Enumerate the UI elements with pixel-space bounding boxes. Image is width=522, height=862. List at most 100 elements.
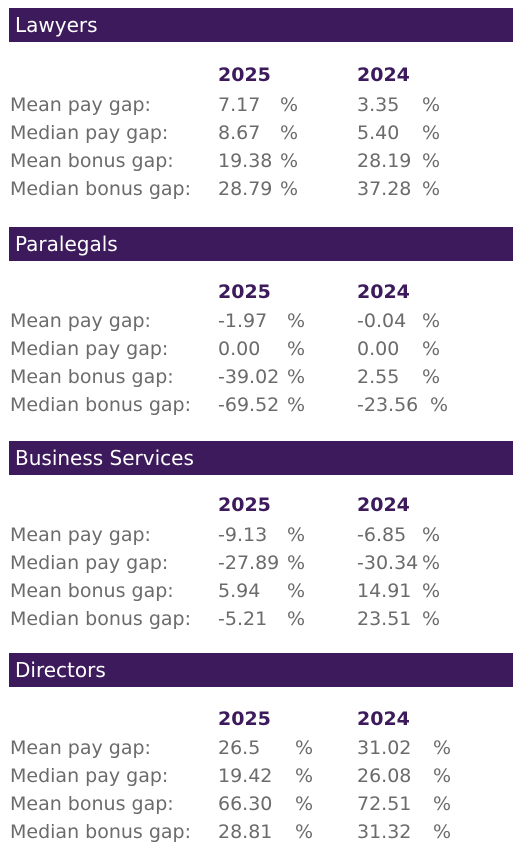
year-2024-header: 2024 [357,494,410,516]
year-2025-header: 2025 [218,494,271,516]
percent-sign: % [287,310,306,332]
table-row: Median pay gap: 8.67 % 5.40 % [0,119,522,147]
section-header: Lawyers [9,8,513,42]
value-2024: 0.00 [357,338,400,360]
percent-sign: % [433,737,452,759]
value-2024: 5.40 [357,122,400,144]
table-row: Mean bonus gap: -39.02 % 2.55 % [0,363,522,391]
table-row: Mean pay gap: 26.5 % 31.02 % [0,734,522,762]
table-row: Median pay gap: 19.42 % 26.08 % [0,762,522,790]
value-2025: 0.00 [218,338,261,360]
percent-sign: % [422,338,441,360]
row-label: Median pay gap: [10,338,169,360]
table-row: Mean pay gap: 7.17 % 3.35 % [0,91,522,119]
percent-sign: % [280,94,299,116]
table-row: Median bonus gap: -5.21 % 23.51 % [0,605,522,633]
percent-sign: % [422,310,441,332]
table-row: Median pay gap: 0.00 % 0.00 % [0,335,522,363]
percent-sign: % [280,178,299,200]
value-2025: -5.21 [218,608,268,630]
value-2025: 26.5 [218,737,261,759]
percent-sign: % [287,552,306,574]
value-2025: 28.79 [218,178,273,200]
row-label: Mean pay gap: [10,94,151,116]
row-label: Median bonus gap: [10,821,192,843]
value-2024: 31.32 [357,821,412,843]
value-2025: 28.81 [218,821,273,843]
row-label: Mean bonus gap: [10,793,174,815]
row-label: Mean pay gap: [10,737,151,759]
value-2024: 31.02 [357,737,412,759]
value-2025: -1.97 [218,310,268,332]
table-row: Median pay gap: -27.89 % -30.34 % [0,549,522,577]
value-2024: -6.85 [357,524,407,546]
percent-sign: % [280,122,299,144]
percent-sign: % [422,580,441,602]
row-label: Mean pay gap: [10,524,151,546]
section-header: Paralegals [9,227,513,261]
percent-sign: % [295,765,314,787]
value-2024: 3.35 [357,94,400,116]
year-2025-header: 2025 [218,281,271,303]
percent-sign: % [433,765,452,787]
value-2025: 5.94 [218,580,261,602]
percent-sign: % [422,150,441,172]
section-header: Directors [9,653,513,687]
percent-sign: % [422,608,441,630]
percent-sign: % [287,580,306,602]
value-2025: -9.13 [218,524,268,546]
percent-sign: % [295,821,314,843]
value-2024: 23.51 [357,608,412,630]
percent-sign: % [422,94,441,116]
table-row: Mean bonus gap: 19.38 % 28.19 % [0,147,522,175]
value-2025: -39.02 [218,366,280,388]
percent-sign: % [295,737,314,759]
value-2025: -27.89 [218,552,280,574]
row-label: Median bonus gap: [10,394,192,416]
value-2025: 7.17 [218,94,261,116]
year-2025-header: 2025 [218,64,271,86]
percent-sign: % [287,608,306,630]
value-2024: -30.34 [357,552,419,574]
year-2024-header: 2024 [357,708,410,730]
percent-sign: % [422,366,441,388]
section-header: Business Services [9,441,513,475]
percent-sign: % [295,793,314,815]
percent-sign: % [287,524,306,546]
percent-sign: % [422,178,441,200]
row-label: Median pay gap: [10,552,169,574]
percent-sign: % [287,394,306,416]
percent-sign: % [433,821,452,843]
table-row: Median bonus gap: -69.52 % -23.56 % [0,391,522,419]
table-row: Mean pay gap: -1.97 % -0.04 % [0,307,522,335]
table-row: Median bonus gap: 28.81 % 31.32 % [0,818,522,846]
percent-sign: % [422,122,441,144]
value-2024: 37.28 [357,178,412,200]
table-row: Mean bonus gap: 66.30 % 72.51 % [0,790,522,818]
year-2024-header: 2024 [357,64,410,86]
row-label: Mean bonus gap: [10,150,174,172]
row-label: Median pay gap: [10,122,169,144]
value-2025: 19.42 [218,765,273,787]
row-label: Mean bonus gap: [10,366,174,388]
percent-sign: % [422,552,441,574]
percent-sign: % [280,150,299,172]
year-2025-header: 2025 [218,708,271,730]
row-label: Median bonus gap: [10,608,192,630]
percent-sign: % [422,524,441,546]
value-2025: 8.67 [218,122,261,144]
percent-sign: % [287,338,306,360]
table-row: Mean bonus gap: 5.94 % 14.91 % [0,577,522,605]
value-2024: 72.51 [357,793,412,815]
row-label: Median bonus gap: [10,178,192,200]
value-2024: -0.04 [357,310,407,332]
value-2024: -23.56 [357,394,419,416]
value-2024: 14.91 [357,580,412,602]
percent-sign: % [430,394,449,416]
percent-sign: % [287,366,306,388]
value-2024: 2.55 [357,366,400,388]
value-2025: 19.38 [218,150,273,172]
row-label: Mean bonus gap: [10,580,174,602]
value-2025: -69.52 [218,394,280,416]
table-row: Median bonus gap: 28.79 % 37.28 % [0,175,522,203]
